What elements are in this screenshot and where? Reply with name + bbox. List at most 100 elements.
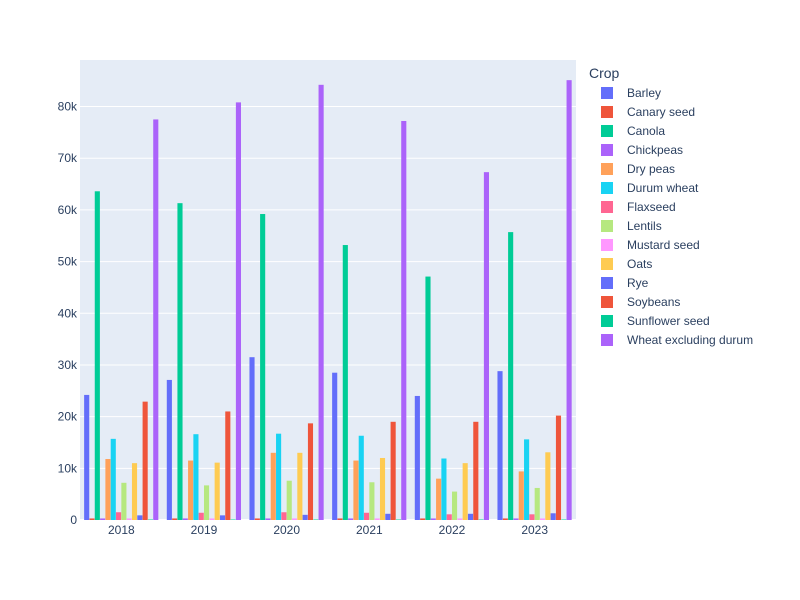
legend-label: Lentils	[627, 219, 662, 233]
bar[interactable]	[126, 518, 132, 520]
bar[interactable]	[337, 518, 343, 520]
bar[interactable]	[518, 471, 524, 520]
bar[interactable]	[214, 462, 220, 520]
bar[interactable]	[513, 518, 519, 520]
legend-item[interactable]: Rye	[601, 276, 649, 290]
bar[interactable]	[281, 512, 287, 520]
bar[interactable]	[566, 80, 572, 521]
legend-item[interactable]: Soybeans	[601, 295, 680, 309]
bar[interactable]	[225, 411, 231, 520]
bar[interactable]	[452, 491, 458, 520]
bar[interactable]	[467, 513, 474, 520]
bar[interactable]	[369, 482, 375, 520]
legend-item[interactable]: Oats	[601, 257, 652, 271]
legend-item[interactable]: Sunflower seed	[601, 314, 710, 328]
bar[interactable]	[94, 191, 100, 521]
bar[interactable]	[89, 518, 95, 520]
bar[interactable]	[260, 214, 266, 521]
bar[interactable]	[497, 371, 503, 520]
bar[interactable]	[379, 457, 386, 520]
bar[interactable]	[188, 460, 194, 520]
bar[interactable]	[204, 485, 210, 520]
bar[interactable]	[457, 518, 463, 520]
bar[interactable]	[166, 379, 172, 520]
bar[interactable]	[385, 513, 391, 520]
bar[interactable]	[137, 515, 143, 520]
bar[interactable]	[425, 276, 431, 520]
bar[interactable]	[502, 518, 508, 520]
bar[interactable]	[307, 423, 314, 520]
bar[interactable]	[235, 102, 241, 520]
bar[interactable]	[478, 519, 484, 520]
bar[interactable]	[276, 433, 282, 520]
bar[interactable]	[230, 519, 236, 520]
legend[interactable]: Crop Barley Canary seed Canola Chickpeas Dry…	[589, 65, 753, 347]
bar[interactable]	[401, 120, 407, 520]
bar[interactable]	[254, 518, 260, 520]
legend-item[interactable]: Dry peas	[601, 162, 675, 176]
legend-item[interactable]: Flaxseed	[601, 200, 676, 214]
bar[interactable]	[534, 487, 540, 520]
bar[interactable]	[332, 372, 338, 520]
bar[interactable]	[550, 513, 556, 520]
bar[interactable]	[193, 434, 199, 520]
bar[interactable]	[483, 172, 489, 521]
legend-item[interactable]: Lentils	[601, 219, 662, 233]
bar[interactable]	[153, 119, 159, 520]
bar[interactable]	[265, 518, 271, 520]
bar[interactable]	[131, 463, 138, 520]
legend-item[interactable]: Durum wheat	[601, 181, 699, 195]
legend-item[interactable]: Mustard seed	[601, 238, 700, 252]
bar[interactable]	[436, 478, 442, 520]
bar[interactable]	[302, 514, 308, 520]
bar[interactable]	[84, 394, 90, 520]
bar[interactable]	[539, 518, 546, 520]
bar[interactable]	[374, 518, 380, 520]
legend-item[interactable]: Barley	[601, 86, 661, 100]
bar[interactable]	[420, 518, 426, 520]
bar[interactable]	[209, 518, 215, 520]
bar[interactable]	[342, 245, 348, 521]
bar[interactable]	[446, 514, 452, 520]
bar[interactable]	[529, 514, 535, 520]
bar[interactable]	[249, 357, 255, 520]
bar[interactable]	[430, 518, 436, 520]
bar[interactable]	[545, 452, 551, 520]
bar[interactable]	[172, 518, 178, 520]
legend-item[interactable]: Canary seed	[601, 105, 695, 119]
bar[interactable]	[105, 459, 111, 520]
bar[interactable]	[348, 518, 354, 520]
bar[interactable]	[508, 232, 514, 520]
bar[interactable]	[364, 512, 370, 520]
bar[interactable]	[313, 519, 319, 520]
bar[interactable]	[395, 519, 402, 520]
bar[interactable]	[198, 512, 204, 520]
bar[interactable]	[561, 519, 567, 520]
bar[interactable]	[473, 421, 479, 520]
bar[interactable]	[297, 452, 303, 520]
bar[interactable]	[116, 512, 122, 520]
bar[interactable]	[100, 518, 106, 520]
bar[interactable]	[555, 415, 562, 520]
legend-item[interactable]: Chickpeas	[601, 143, 683, 157]
bar[interactable]	[177, 203, 183, 521]
legend-item[interactable]: Canola	[601, 124, 665, 138]
bar[interactable]	[462, 463, 468, 520]
bar[interactable]	[147, 519, 154, 520]
bar[interactable]	[219, 515, 226, 520]
bar[interactable]	[142, 401, 148, 520]
bar[interactable]	[524, 439, 530, 520]
bar[interactable]	[353, 460, 359, 520]
legend-item[interactable]: Wheat excluding durum	[601, 333, 753, 347]
bar[interactable]	[286, 480, 292, 520]
bar[interactable]	[270, 452, 276, 520]
bar[interactable]	[414, 395, 420, 520]
bar[interactable]	[291, 518, 298, 520]
bar[interactable]	[318, 84, 324, 520]
bar[interactable]	[182, 518, 188, 520]
bar[interactable]	[358, 435, 364, 520]
bar[interactable]	[441, 458, 447, 520]
bar[interactable]	[110, 438, 116, 520]
bar[interactable]	[121, 482, 127, 520]
bar[interactable]	[390, 421, 396, 520]
